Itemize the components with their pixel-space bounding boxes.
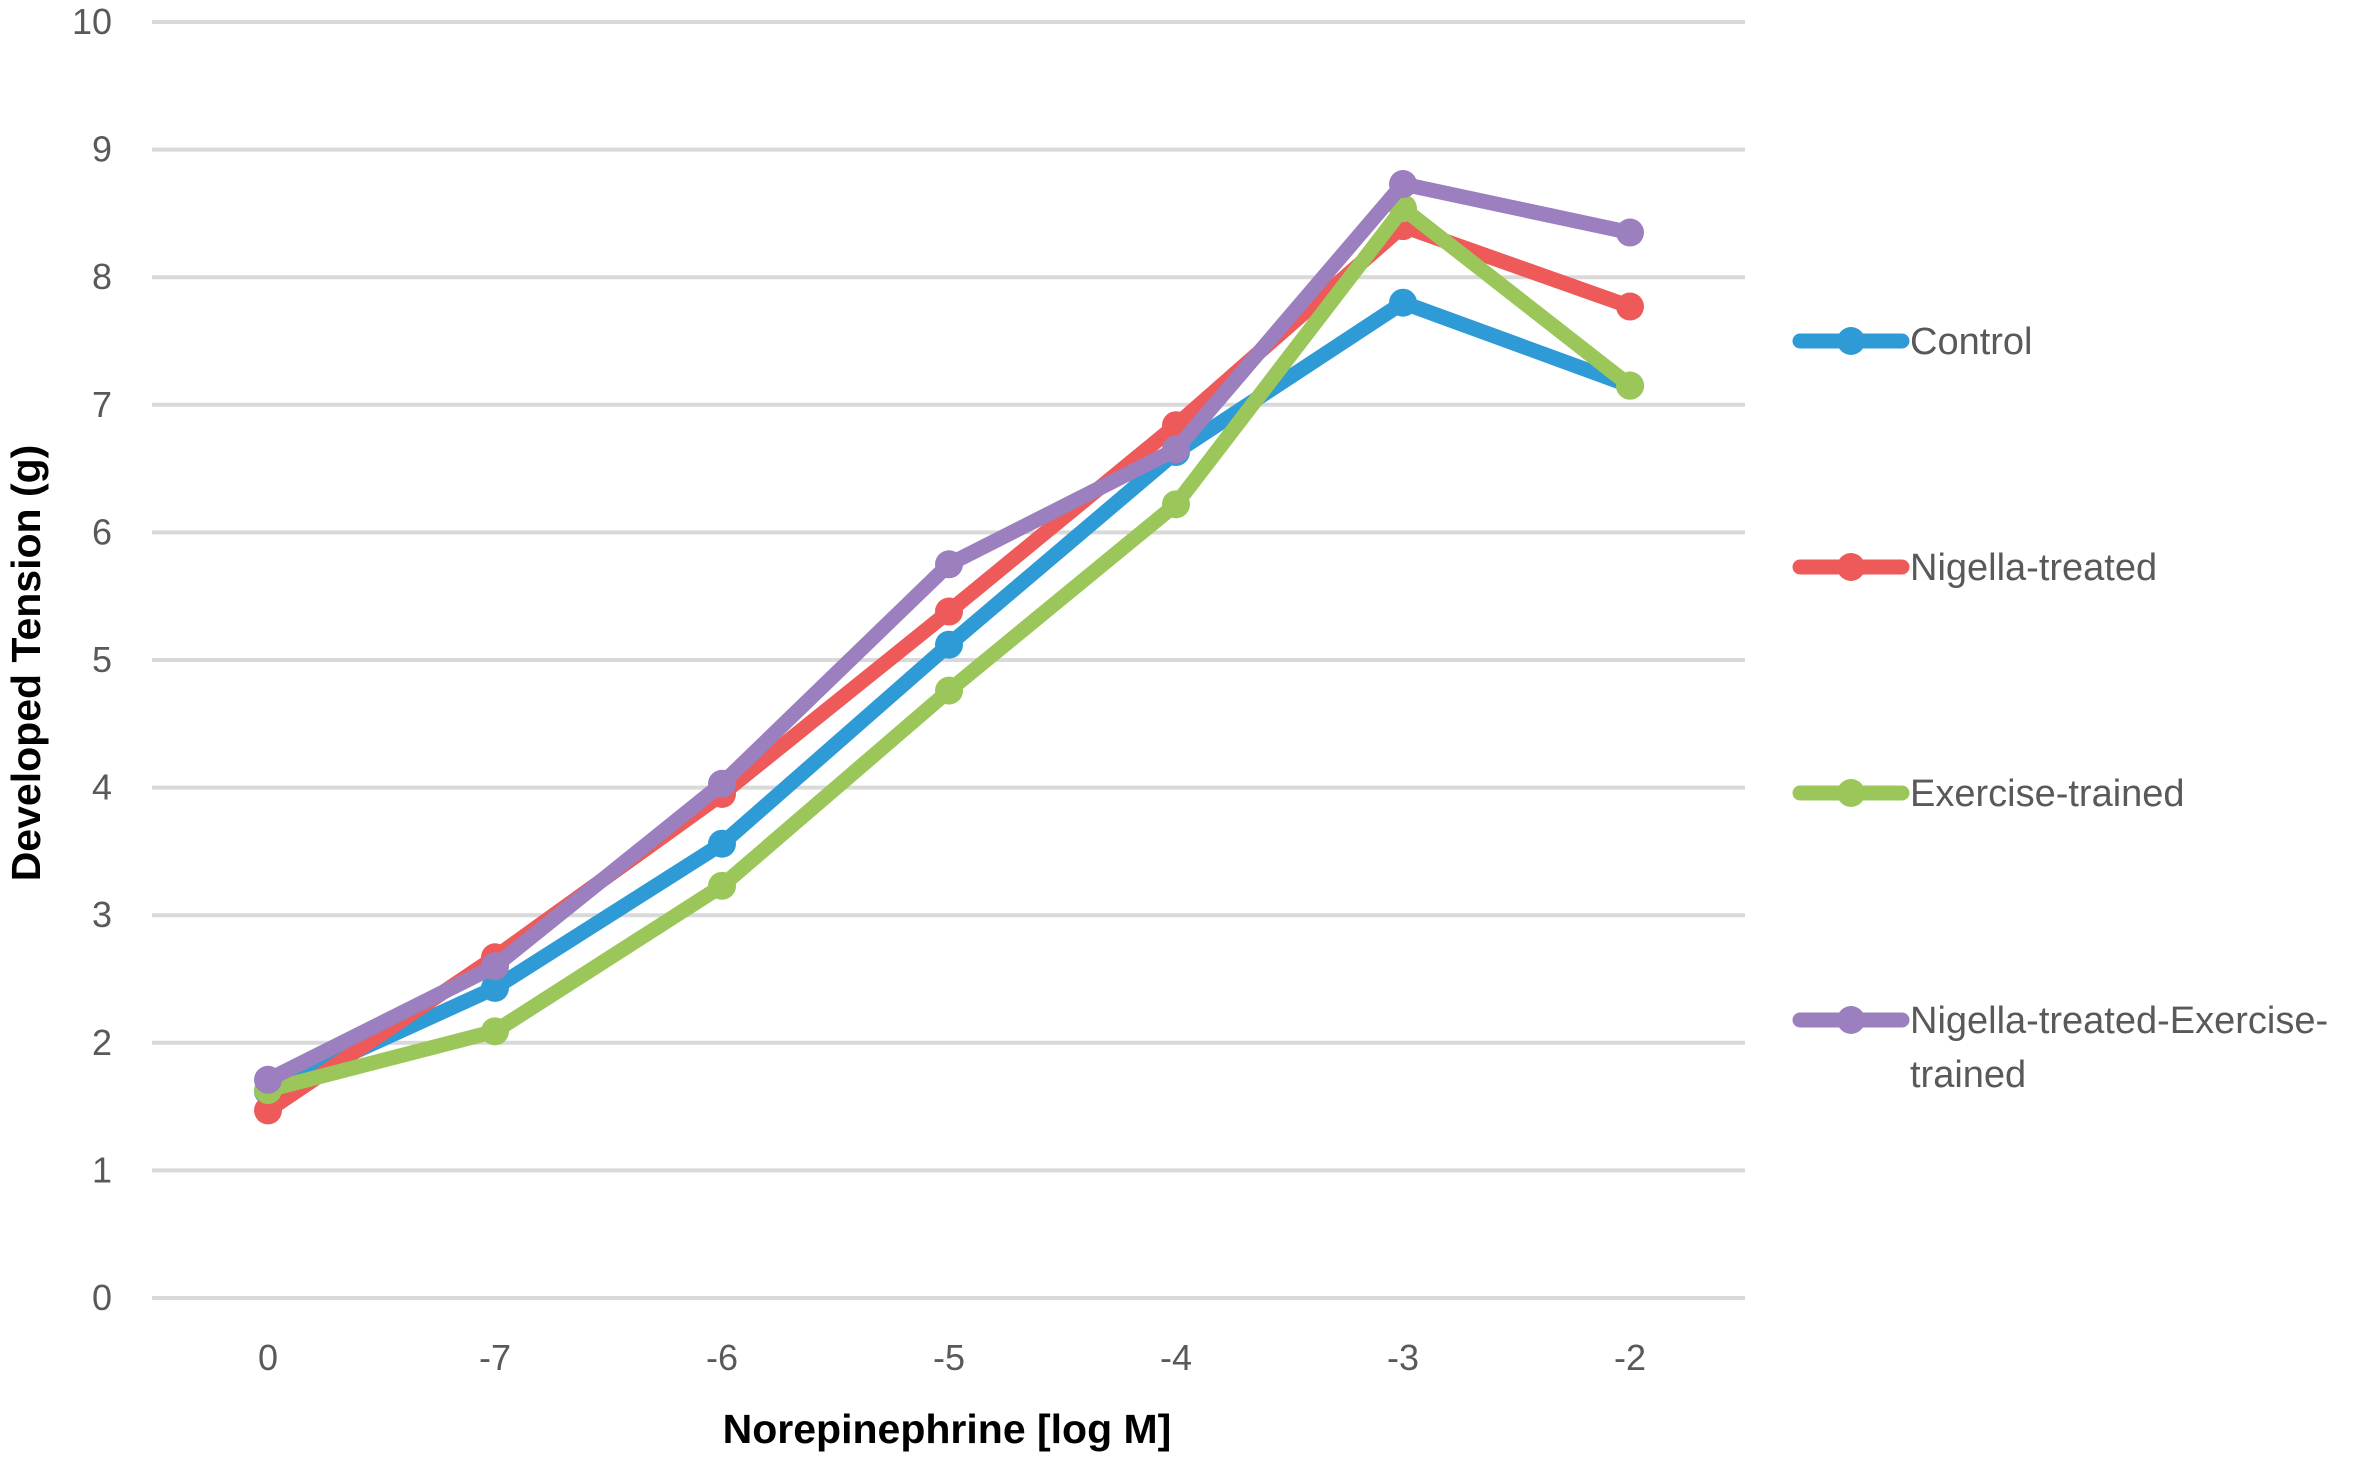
legend-swatch-marker: [1837, 779, 1865, 807]
legend-swatch-marker: [1837, 327, 1865, 355]
data-point: [708, 769, 736, 798]
legend-item: Exercise-trained: [1792, 773, 2185, 815]
x-tick-label: -6: [706, 1337, 738, 1378]
y-tick-label: 3: [92, 894, 112, 935]
legend-item: Nigella-treated-Exercise-trained: [1792, 1000, 2328, 1096]
data-point: [481, 973, 509, 1002]
data-point: [935, 630, 963, 659]
data-point: [1162, 435, 1190, 464]
y-tick-label: 2: [92, 1022, 112, 1063]
data-point: [254, 1096, 282, 1125]
x-axis-title: Norepinephrine [log M]: [723, 1406, 1172, 1452]
data-point: [935, 550, 963, 579]
data-point: [1616, 218, 1644, 247]
data-point: [1616, 292, 1644, 321]
legend-swatch-marker: [1837, 553, 1865, 581]
x-tick-label: -3: [1387, 1337, 1419, 1378]
legend-label: Control: [1910, 321, 2033, 363]
y-tick-label: 10: [72, 1, 112, 42]
legend-label: Exercise-trained: [1910, 773, 2185, 815]
x-tick-label: -2: [1614, 1337, 1646, 1378]
x-tick-label: 0: [258, 1337, 278, 1378]
gridlines: [152, 20, 1745, 1300]
x-axis-ticks: 0 -7 -6 -5 -4 -3 -2: [258, 1337, 1646, 1378]
y-tick-label: 8: [92, 256, 112, 297]
data-point: [1389, 288, 1417, 317]
y-tick-label: 0: [92, 1277, 112, 1318]
y-tick-label: 1: [92, 1149, 112, 1190]
legend-label: trained: [1910, 1054, 2026, 1096]
legend-item: Nigella-treated: [1792, 547, 2157, 589]
data-point: [935, 597, 963, 626]
data-point: [708, 829, 736, 858]
y-tick-label: 6: [92, 511, 112, 552]
x-tick-label: -7: [479, 1337, 511, 1378]
data-point: [481, 952, 509, 981]
legend-item: Control: [1792, 321, 2033, 363]
y-axis-ticks: 0 1 2 3 4 5 6 7 8 9 10: [72, 1, 112, 1318]
x-tick-label: -4: [1160, 1337, 1192, 1378]
y-tick-label: 4: [92, 767, 112, 808]
legend: Control Nigella-treated Exercise-trained Ni…: [1792, 321, 2328, 1096]
series-4: [254, 170, 1644, 1094]
data-point: [708, 871, 736, 900]
data-point: [254, 1065, 282, 1094]
data-point: [481, 1017, 509, 1046]
data-point: [1162, 490, 1190, 519]
data-point: [1389, 170, 1417, 199]
y-tick-label: 7: [92, 384, 112, 425]
x-tick-label: -5: [933, 1337, 965, 1378]
y-tick-label: 5: [92, 639, 112, 680]
legend-swatch-marker: [1837, 1006, 1865, 1034]
y-axis-title: Developed Tension (g): [3, 445, 49, 882]
data-point: [1616, 371, 1644, 400]
legend-label: Nigella-treated: [1910, 547, 2157, 589]
legend-label: Nigella-treated-Exercise-: [1910, 1000, 2328, 1042]
series-group: [254, 170, 1644, 1125]
y-tick-label: 9: [92, 129, 112, 170]
data-point: [935, 676, 963, 705]
